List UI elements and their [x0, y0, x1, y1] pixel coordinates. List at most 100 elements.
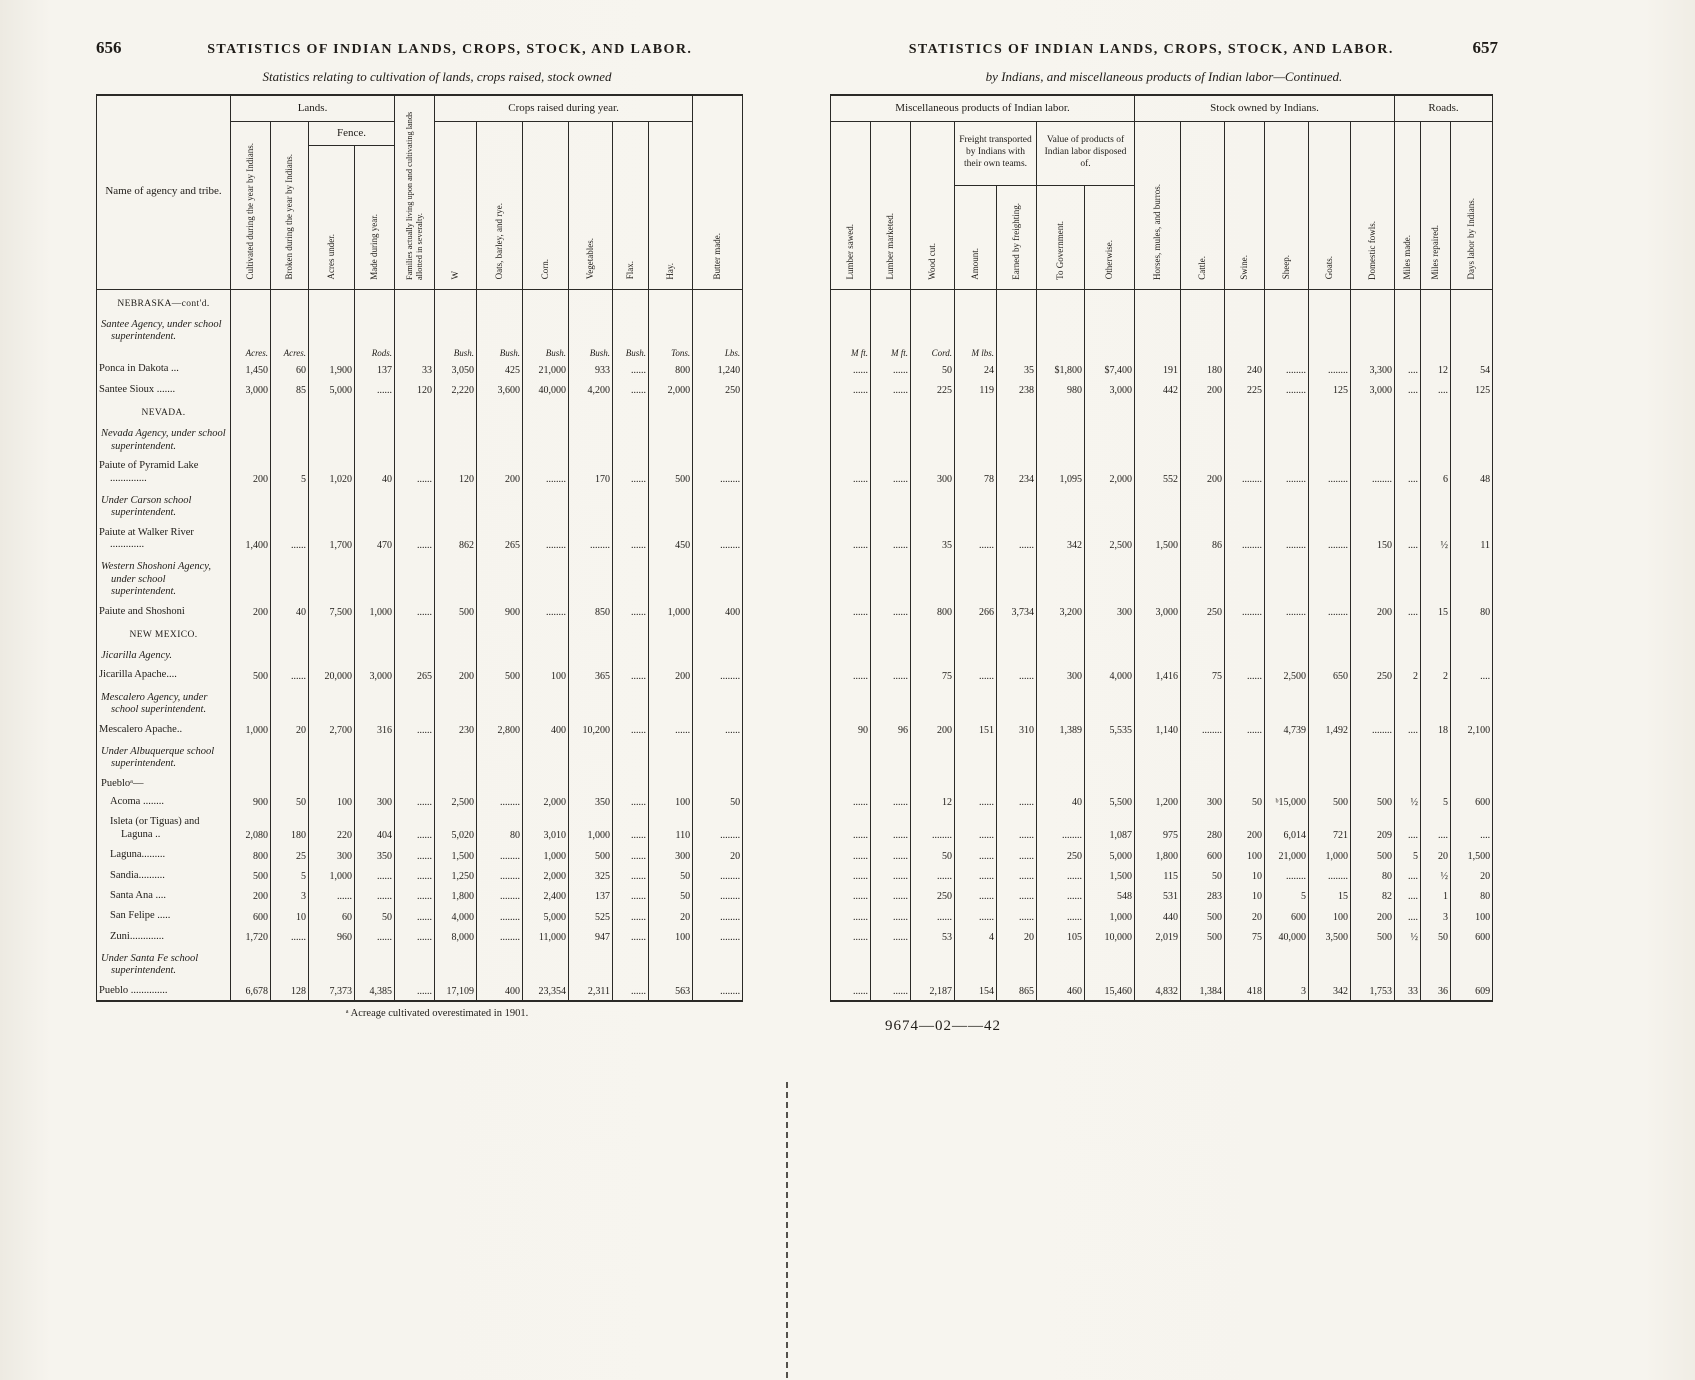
- col-head-agency-name: Name of agency and tribe.: [96, 95, 231, 290]
- table-cell: 1,900: [308, 358, 355, 379]
- table-cell: 50: [910, 358, 955, 379]
- row-label: Paiute of Pyramid Lake ..............: [96, 455, 231, 488]
- table-row-agency: [830, 946, 1493, 980]
- table-row-data: Sandia.......... 500 5 1,000............ 1,2…: [96, 864, 743, 885]
- print-signature: 9674—02——42: [885, 1018, 1001, 1035]
- table-cell: 1,140: [1134, 718, 1181, 739]
- table-cell: 250: [1350, 664, 1395, 685]
- table-cell: 400: [522, 718, 569, 739]
- table-cell: ......: [692, 718, 743, 739]
- table-cell: ......: [612, 864, 649, 885]
- table-cell: 125: [1450, 378, 1493, 400]
- table-cell: 150: [1350, 521, 1395, 555]
- table-cell: 200: [910, 718, 955, 739]
- table-cell: ......: [353, 864, 395, 885]
- table-cell: [612, 554, 649, 601]
- table-cell: [1350, 289, 1395, 312]
- table-cell: [870, 620, 911, 644]
- table-cell: 20: [1224, 905, 1265, 926]
- table-cell: 2,311: [568, 979, 613, 1002]
- table-cell: 250: [1180, 600, 1225, 621]
- table-cell: [1350, 311, 1395, 346]
- table-cell: 50: [1420, 925, 1451, 947]
- table-cell: ........: [1224, 600, 1265, 621]
- table-cell: [1420, 345, 1451, 359]
- table-cell: [1180, 620, 1225, 644]
- table-cell: [1308, 946, 1351, 980]
- table-cell: Bush.: [434, 345, 477, 359]
- table-cell: 20: [1420, 844, 1451, 865]
- table-row-agency: Western Shoshoni Agency, under school su…: [96, 554, 743, 601]
- table-cell: [568, 421, 613, 456]
- table-cell: ....: [1394, 811, 1421, 845]
- table-cell: [1083, 311, 1135, 346]
- table-cell: 1,500: [1134, 521, 1181, 555]
- table-cell: 900: [476, 600, 523, 621]
- table-cell: [1180, 311, 1225, 346]
- table-row-state: [830, 289, 1493, 312]
- table-cell: 365: [568, 664, 613, 685]
- table-cell: [996, 946, 1037, 980]
- table-cell: ......: [394, 844, 435, 865]
- table-cell: [996, 738, 1037, 773]
- table-cell: [1264, 738, 1309, 773]
- table-cell: ........: [522, 600, 569, 621]
- table-cell: [434, 684, 477, 719]
- table-cell: [308, 345, 355, 359]
- table-cell: [1420, 643, 1451, 665]
- table-cell: [1224, 289, 1265, 312]
- table-cell: 60: [270, 358, 309, 379]
- table-cell: 800: [910, 600, 955, 621]
- table-cell: ........: [476, 864, 523, 885]
- table-cell: 300: [910, 455, 955, 488]
- table-cell: ........: [476, 925, 523, 947]
- table-row-data: 90 96 200 151 310 1,389 5,535 1,140............…: [830, 718, 1493, 739]
- table-cell: 800: [230, 844, 271, 865]
- table-cell: ....: [1394, 905, 1421, 926]
- table-cell: 1,000: [648, 600, 693, 621]
- table-cell: 137: [568, 884, 613, 906]
- table-cell: ........: [1264, 600, 1309, 621]
- table-cell: [394, 487, 435, 522]
- col-group-fence: Fence.: [307, 121, 395, 146]
- table-cell: [996, 345, 1037, 359]
- table-cell: 200: [1180, 455, 1225, 488]
- table-cell: [870, 684, 911, 719]
- table-cell: ......: [996, 905, 1037, 926]
- table-cell: [1420, 311, 1451, 346]
- table-cell: [648, 738, 693, 773]
- table-cell: 3,050: [434, 358, 477, 379]
- table-cell: [353, 772, 395, 792]
- table-cell: 35: [910, 521, 955, 555]
- table-cell: [954, 620, 997, 644]
- table-cell: ......: [612, 905, 649, 926]
- table-cell: [353, 311, 395, 346]
- table-cell: ......: [612, 664, 649, 685]
- table-cell: [996, 289, 1037, 312]
- table-cell: [996, 554, 1037, 601]
- table-cell: [692, 620, 743, 644]
- table-cell: [870, 311, 911, 346]
- table-cell: ....: [1394, 521, 1421, 555]
- table-cell: [830, 289, 871, 312]
- row-label: Under Carson school superintendent.: [96, 487, 231, 522]
- table-cell: 2,000: [648, 378, 693, 400]
- table-cell: 250: [692, 378, 743, 400]
- table-cell: [522, 738, 569, 773]
- table-cell: 342: [1036, 521, 1085, 555]
- col-head-broken: Broken during the year by Indians.: [270, 121, 309, 290]
- row-label: NEBRASKA—cont'd.: [96, 289, 231, 312]
- table-cell: [1134, 399, 1181, 422]
- table-cell: [1083, 289, 1135, 312]
- table-row-data: ............ 300 78 234 1,095 2,000 552 200....…: [830, 455, 1493, 488]
- table-cell: [394, 643, 435, 665]
- table-cell: 10,200: [568, 718, 613, 739]
- row-label: Mescalero Agency, under school superinte…: [96, 684, 231, 719]
- table-cell: 170: [568, 455, 613, 488]
- table-cell: 50: [1180, 864, 1225, 885]
- table-cell: ......: [830, 378, 871, 400]
- row-label: Santee Sioux .......: [96, 378, 231, 400]
- table-cell: ......: [870, 925, 911, 947]
- table-cell: 200: [230, 884, 271, 906]
- table-cell: [1083, 421, 1135, 456]
